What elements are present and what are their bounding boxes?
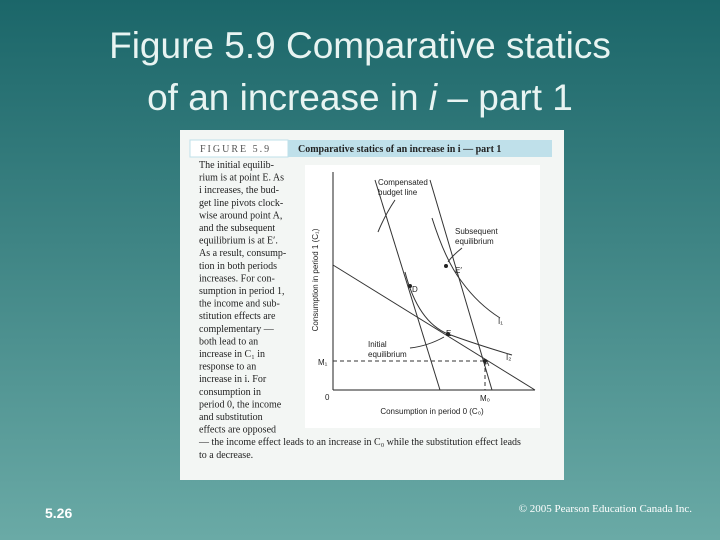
figure-text-line: — the income effect leads to an increase… <box>198 437 521 448</box>
point <box>446 332 450 336</box>
m1-label: M₁ <box>318 358 328 367</box>
point <box>444 264 448 268</box>
origin-label: 0 <box>325 393 330 402</box>
figure-text-line: increase in C₁ in <box>199 349 265 360</box>
point <box>408 284 412 288</box>
figure-text-line: sumption in period 1, <box>199 286 285 297</box>
subsequent-budget-line <box>429 179 493 391</box>
figure-caption: Comparative statics of an increase in i … <box>298 144 501 155</box>
figure-text-line: and the subsequent <box>199 223 275 234</box>
figure-text-line: increases. For con- <box>199 273 275 284</box>
figure-text-line: The initial equilib- <box>199 160 274 171</box>
figure-text-line: to a decrease. <box>199 450 253 461</box>
title-part: of an increase in <box>147 77 429 118</box>
figure-text-line: increase in i. For <box>199 374 267 385</box>
curve-label: I₂ <box>506 353 511 362</box>
indifference-curve <box>431 217 501 319</box>
m0-label: M₀ <box>480 394 490 403</box>
point-label: D <box>412 285 418 294</box>
arrow <box>409 336 445 349</box>
annotation: equilibrium <box>368 350 407 359</box>
figure-text-line: stitution effects are <box>199 311 276 322</box>
figure-text-line: period 0, the income <box>199 399 282 410</box>
figure-text-line: As a result, consump- <box>199 248 286 259</box>
figure-text-line: i increases, the bud- <box>199 185 279 196</box>
figure-label: FIGURE 5.9 <box>200 144 271 155</box>
arrow <box>447 247 463 263</box>
title-part: – part 1 <box>437 77 573 118</box>
annotation: equilibrium <box>455 237 494 246</box>
y-axis-label: Consumption in period 1 (C₁) <box>311 228 320 331</box>
figure-text-line: both lead to an <box>199 336 258 347</box>
title-line: of an increase in i – part 1 <box>147 77 573 118</box>
point <box>483 359 487 363</box>
figure-text-line: response to an <box>199 362 256 373</box>
figure-text-line: wise around point A, <box>199 210 282 221</box>
curve-label: I₁ <box>498 317 503 326</box>
annotation: Initial <box>368 340 387 349</box>
figure-text-line: tion in both periods <box>199 261 277 272</box>
figure-text-line: and substitution <box>199 412 263 423</box>
diagram-box <box>305 165 540 428</box>
copyright: © 2005 Pearson Education Canada Inc. <box>519 503 693 515</box>
title-line: Figure 5.9 Comparative statics <box>109 25 611 66</box>
figure-text-line: the income and sub- <box>199 299 280 310</box>
point-label: E′ <box>455 266 462 275</box>
initial-budget-line <box>332 264 536 391</box>
annotation: Compensated <box>378 178 428 187</box>
figure-label-box <box>189 139 289 158</box>
figure-text-line: complementary — <box>199 324 275 335</box>
figure-text-line: effects are opposed <box>199 425 276 436</box>
figure-text: The initial equilib-rium is at point E. … <box>198 160 521 461</box>
point-label: E <box>446 329 451 338</box>
figure-text-line: get line pivots clock- <box>199 198 283 209</box>
slide-number: 5.26 <box>45 505 72 521</box>
arrow <box>377 199 396 233</box>
title-part: i <box>429 77 439 118</box>
figure-text-line: equilibrium is at E′. <box>199 236 278 247</box>
x-axis-label: Consumption in period 0 (C₀) <box>380 407 484 416</box>
diagram: Consumption in period 1 (C₁) Consumption… <box>305 165 540 428</box>
figure-text-line: consumption in <box>199 387 261 398</box>
point-label: A <box>484 359 490 368</box>
annotation: Subsequent <box>455 227 498 236</box>
annotation: budget line <box>378 188 418 197</box>
figure-text-line: rium is at point E. As <box>199 173 284 184</box>
